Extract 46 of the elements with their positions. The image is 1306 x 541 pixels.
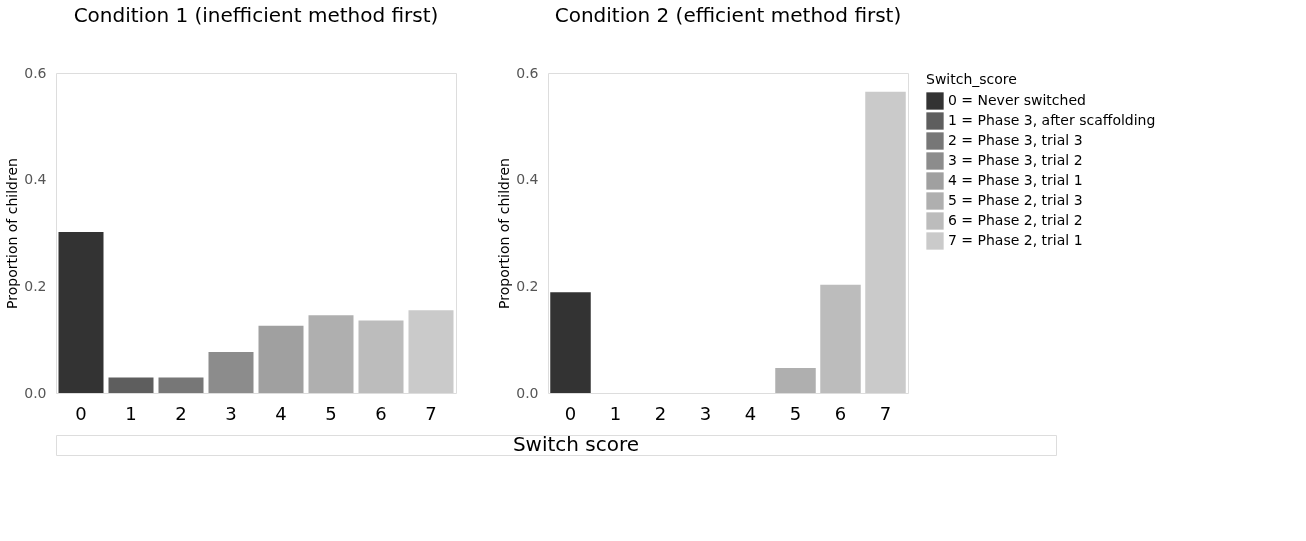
x-tick-label: 1 xyxy=(125,402,137,424)
y-axis-title: Proportion of children xyxy=(4,158,21,309)
x-tick-label: 5 xyxy=(789,402,802,424)
legend-label: 6 = Phase 2, trial 2 xyxy=(948,212,1083,228)
legend-title: Switch_score xyxy=(926,71,1017,87)
x-tick-label: 6 xyxy=(375,402,387,424)
bar xyxy=(258,325,304,393)
y-axis-title: Proportion of children xyxy=(496,158,513,309)
x-tick-label: 3 xyxy=(225,402,237,424)
x-axis-title: Switch score xyxy=(512,432,640,456)
y-tick-label: 0.6 xyxy=(516,64,539,81)
bar xyxy=(358,320,404,393)
x-tick-label: 1 xyxy=(609,402,622,424)
bar xyxy=(208,351,254,393)
bar xyxy=(408,310,454,393)
legend-label: 7 = Phase 2, trial 1 xyxy=(948,232,1083,248)
legend-label: 5 = Phase 2, trial 3 xyxy=(948,192,1083,208)
legend-label: 0 = Never switched xyxy=(948,92,1086,108)
x-tick-label: 7 xyxy=(425,402,437,424)
x-tick-label: 5 xyxy=(325,402,337,424)
bar xyxy=(58,231,104,393)
bar xyxy=(108,377,154,393)
chart-title: Condition 1 (inefficient method first) xyxy=(73,3,439,27)
chart-title: Condition 2 (efficient method first) xyxy=(554,3,902,27)
x-tick-label: 0 xyxy=(75,402,87,424)
x-tick-label: 4 xyxy=(744,402,757,424)
x-tick-label: 2 xyxy=(654,402,667,424)
legend-label: 2 = Phase 3, trial 3 xyxy=(948,132,1083,148)
x-tick-label: 4 xyxy=(275,402,287,424)
legend-label: 1 = Phase 3, after scaffolding xyxy=(948,112,1156,128)
y-tick-label: 0.4 xyxy=(516,171,539,188)
x-tick-label: 3 xyxy=(699,402,712,424)
x-tick-label: 0 xyxy=(564,402,577,424)
legend-label: 3 = Phase 3, trial 2 xyxy=(948,152,1083,168)
y-tick-label: 0.2 xyxy=(24,277,47,294)
y-tick-label: 0.4 xyxy=(24,171,47,188)
y-tick-label: 0.0 xyxy=(24,384,47,401)
x-tick-label: 6 xyxy=(834,402,847,424)
bar xyxy=(308,315,354,393)
y-tick-label: 0.0 xyxy=(516,384,539,401)
y-tick-label: 0.6 xyxy=(24,64,47,81)
x-tick-label: 2 xyxy=(175,402,187,424)
x-tick-label: 7 xyxy=(879,402,892,424)
bar xyxy=(158,377,204,393)
legend-label: 4 = Phase 3, trial 1 xyxy=(948,172,1083,188)
y-tick-label: 0.2 xyxy=(516,277,539,294)
